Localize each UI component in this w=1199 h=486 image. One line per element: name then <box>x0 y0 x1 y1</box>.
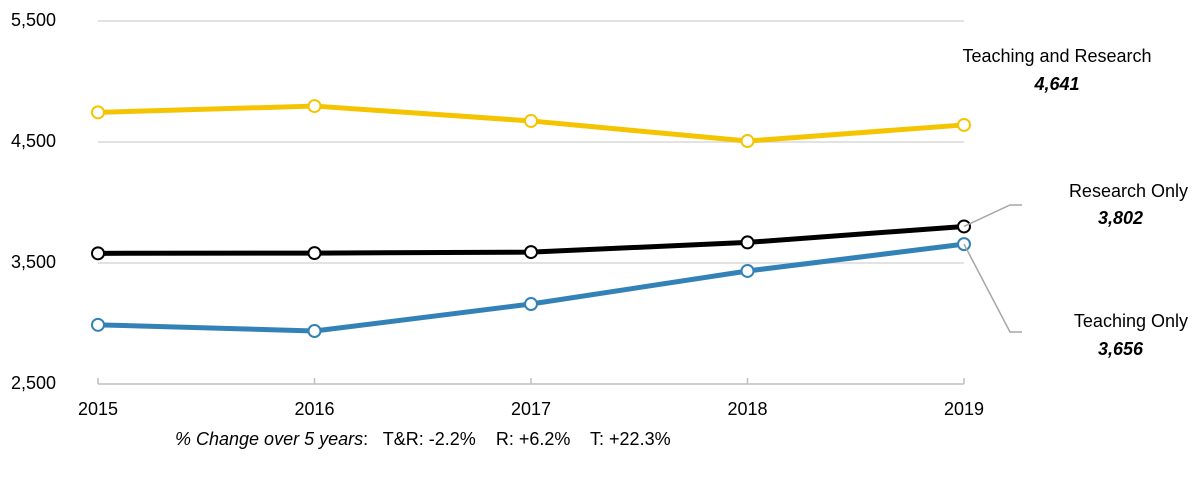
marker <box>740 235 755 250</box>
y-tick-label: 5,500 <box>11 10 56 30</box>
y-tick-label: 2,500 <box>11 373 56 393</box>
marker <box>740 134 755 149</box>
marker <box>91 317 105 332</box>
marker <box>524 113 538 128</box>
marker <box>307 99 322 114</box>
footnote-label: % Change over 5 years <box>175 429 363 449</box>
marker <box>524 297 538 312</box>
leader-line <box>963 204 1022 228</box>
data-label: 4,641 <box>1033 74 1079 94</box>
series-label: Teaching and Research <box>962 46 1151 66</box>
leader-line <box>963 243 1022 333</box>
series-label: Research Only <box>1069 181 1188 201</box>
marker <box>957 117 971 132</box>
footnote-text: : T&R: -2.2% R: +6.2% T: +22.3% <box>363 429 670 449</box>
y-tick-label: 3,500 <box>11 252 56 272</box>
marker <box>307 246 322 261</box>
marker <box>307 324 322 339</box>
x-tick-label: 2017 <box>511 399 551 419</box>
data-label: 3,656 <box>1098 339 1144 359</box>
x-tick-label: 2018 <box>727 399 767 419</box>
marker <box>91 105 105 120</box>
marker <box>91 246 105 261</box>
x-tick-label: 2015 <box>78 399 118 419</box>
footnote: % Change over 5 years: T&R: -2.2% R: +6.… <box>175 429 671 449</box>
x-tick-label: 2016 <box>294 399 334 419</box>
series-label: Teaching Only <box>1074 311 1188 331</box>
y-tick-label: 4,500 <box>11 131 56 151</box>
x-tick-label: 2019 <box>944 399 984 419</box>
marker <box>740 263 755 278</box>
data-label: 3,802 <box>1098 208 1143 228</box>
marker <box>524 245 538 260</box>
